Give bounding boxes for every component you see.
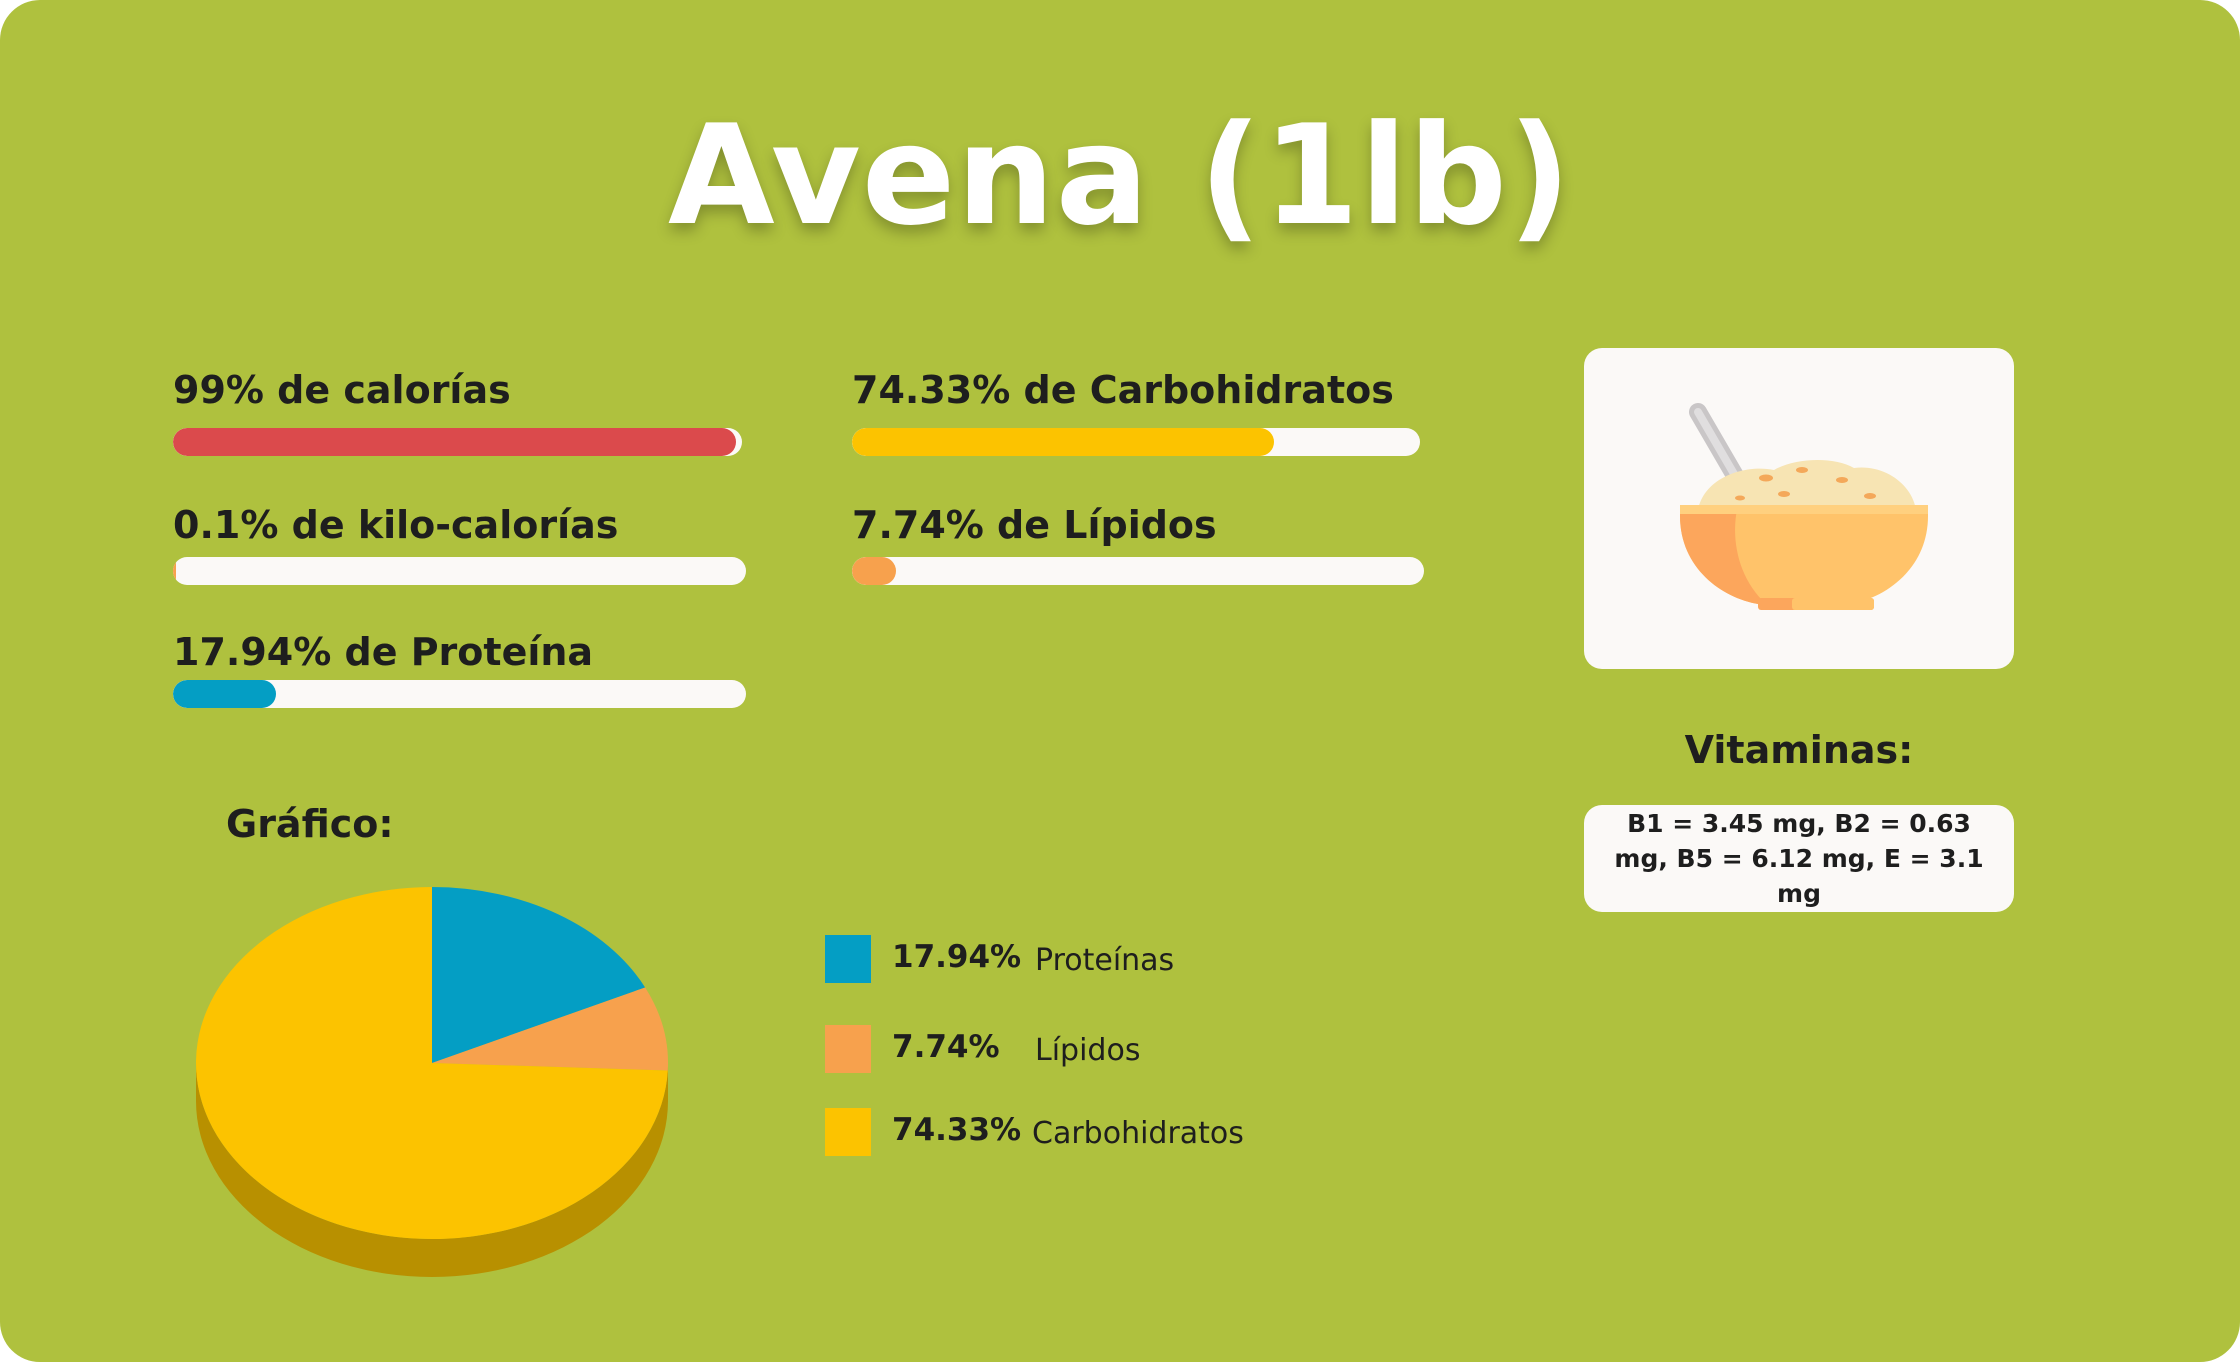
lipids-label: 7.74% de Lípidos (852, 503, 1217, 547)
legend-swatch-lipids (825, 1025, 871, 1073)
protein-label: 17.94% de Proteína (173, 630, 594, 674)
legend-swatch-carbohydrates (825, 1108, 871, 1156)
vitamins-text: B1 = 3.45 mg, B2 = 0.63 mg, B5 = 6.12 mg… (1614, 809, 1984, 908)
legend-value-proteins: 17.94% (892, 939, 1022, 975)
kilocalories-bar (173, 557, 746, 585)
pie-slice-carbohydrates (196, 887, 668, 1239)
chart-heading: Gráfico: (226, 802, 394, 846)
pie-side (196, 1063, 668, 1277)
pie-chart (196, 887, 668, 1277)
carbohydrates-bar-fill (852, 428, 1275, 456)
legend-label-carbohydrates: Carbohidratos (1032, 1116, 1244, 1151)
vitamins-box: B1 = 3.45 mg, B2 = 0.63 mg, B5 = 6.12 mg… (1584, 805, 2014, 912)
legend-value-carbohydrates: 74.33% (892, 1112, 1022, 1148)
legend-label-proteins: Proteínas (1035, 943, 1175, 978)
lipids-bar-fill (852, 557, 897, 585)
food-image-card (1584, 348, 2014, 669)
legend-swatch-proteins (825, 935, 871, 983)
carbohydrates-bar (852, 428, 1420, 456)
calories-bar-fill (173, 428, 737, 456)
oatmeal-bowl-icon (1680, 403, 1928, 610)
calories-label: 99% de calorías (173, 368, 511, 412)
kilocalories-label: 0.1% de kilo-calorías (173, 503, 619, 547)
lipids-bar (852, 557, 1424, 585)
legend-label-lipids: Lípidos (1035, 1033, 1141, 1068)
protein-bar (173, 680, 746, 708)
calories-bar (173, 428, 742, 456)
protein-bar-fill (173, 680, 276, 708)
legend-value-lipids: 7.74% (892, 1029, 1000, 1065)
pie-slice-lipids (432, 987, 668, 1071)
carbohydrates-label: 74.33% de Carbohidratos (852, 368, 1394, 412)
kilocalories-bar-fill (173, 557, 177, 585)
page-title: Avena (1lb) (667, 95, 1573, 256)
pie-slice-proteins (432, 887, 646, 1063)
vitamins-heading: Vitaminas: (1684, 728, 1914, 772)
